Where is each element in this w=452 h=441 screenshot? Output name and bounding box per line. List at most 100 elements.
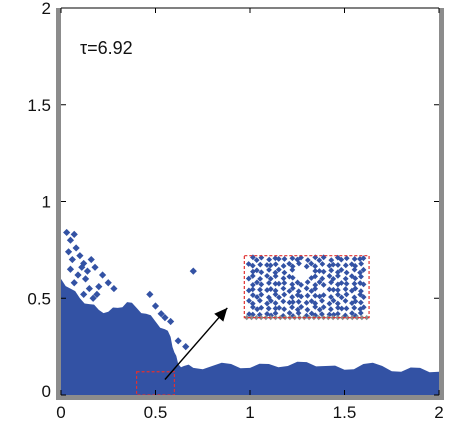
inset-wall-particle [244, 315, 250, 321]
inset-particle [253, 257, 260, 264]
inset-particle [320, 268, 327, 275]
inset-particle [330, 275, 337, 282]
inset-particle [245, 275, 252, 282]
x-tick-label: 1.5 [333, 403, 357, 422]
inset-particle [264, 262, 270, 268]
ejected-particle [182, 343, 190, 351]
inset-particle [338, 294, 345, 301]
y-tick-label: 0 [42, 382, 51, 401]
x-tick-label: 1 [245, 403, 254, 422]
ejected-particle [76, 252, 84, 260]
zoom-region-box [136, 371, 176, 396]
inset-particle [295, 298, 302, 305]
inset-particle [342, 297, 349, 304]
inset-particle [245, 287, 252, 294]
inset-wall-particle [253, 315, 259, 321]
ejected-particle [63, 228, 71, 237]
inset-particle [272, 305, 279, 312]
ejected-particle [70, 279, 78, 287]
inset-particle [330, 286, 337, 293]
inset-particle [280, 298, 287, 305]
inset-particle [308, 260, 315, 267]
inset-particle [343, 269, 350, 276]
right-wall [439, 8, 444, 400]
ejected-particle [66, 265, 75, 273]
inset-particle [286, 299, 293, 306]
inset-particle [319, 297, 325, 304]
inset-particle [249, 273, 256, 279]
inset-particle [335, 304, 341, 311]
inset-particle [328, 279, 334, 286]
ejected-particle [72, 244, 80, 252]
ejected-particle [93, 290, 101, 298]
inset-wall-particle [354, 315, 360, 321]
inset-particle [312, 300, 319, 307]
inset-particle [312, 303, 319, 310]
inset-particle [304, 279, 311, 285]
inset-particle [290, 299, 296, 305]
inset-particle [360, 266, 367, 273]
inset-particle [352, 298, 359, 305]
inset-particle [328, 267, 335, 274]
inset-particle [257, 275, 264, 282]
ejected-particle [98, 271, 107, 279]
inset-particle [294, 279, 301, 286]
ejected-particle [64, 248, 73, 256]
zoom-arrow-head [214, 307, 228, 322]
inset-particle [264, 287, 270, 293]
inset-particle [342, 262, 349, 269]
ejected-particle [161, 314, 169, 322]
inset-particle [246, 311, 253, 317]
ejected-particle [81, 275, 90, 283]
inset-particle [335, 262, 341, 268]
inset-particle [342, 286, 349, 292]
ejected-particle [157, 310, 165, 318]
inset-particle [351, 280, 358, 287]
ejected-particle [91, 263, 99, 271]
inset-particle [338, 266, 345, 273]
inset-particle [257, 261, 264, 268]
inset-particle [264, 300, 270, 307]
inset-particle [298, 293, 305, 300]
ejected-particle [110, 284, 118, 293]
inset-wall-particle [349, 315, 355, 321]
inset-particle [298, 281, 304, 288]
y-tick-label: 0.5 [27, 289, 51, 308]
inset-particle [281, 306, 288, 313]
inset-particle [296, 260, 302, 267]
inset-particle [320, 281, 327, 288]
inset-particle [357, 269, 363, 276]
inset-particle [256, 297, 263, 304]
x-tick-label: 0 [56, 403, 65, 422]
inset-particle [303, 285, 310, 292]
inset-particle [312, 292, 319, 299]
zoom-arrow [164, 307, 228, 380]
ejected-particle [89, 294, 97, 302]
ejected-particle [104, 279, 112, 287]
inset-particle [275, 256, 282, 262]
inset-particle [320, 254, 327, 261]
inset-particle [335, 272, 341, 279]
ejected-particle [68, 255, 76, 264]
inset-wall-particle [248, 315, 255, 321]
inset-particle [281, 269, 288, 276]
inset-particle [357, 310, 364, 316]
inset-particle [267, 275, 274, 282]
inset-particle [316, 268, 323, 274]
x-tick-label: 0.5 [144, 403, 168, 422]
inset-particle [343, 255, 350, 262]
ejected-particle [66, 236, 75, 244]
inset-particle [327, 306, 334, 313]
ejected-particle [167, 317, 175, 326]
inset-particle [338, 256, 345, 263]
inset-particle [351, 266, 358, 273]
inset-particle [334, 281, 341, 288]
ejected-particle [146, 290, 154, 298]
inset-particle [334, 287, 341, 293]
inset-wall-particle [263, 315, 269, 321]
inset-particle [343, 305, 350, 312]
inset-particle [280, 275, 287, 282]
inset-wall-particle [340, 315, 346, 321]
inset-particle [335, 291, 341, 298]
